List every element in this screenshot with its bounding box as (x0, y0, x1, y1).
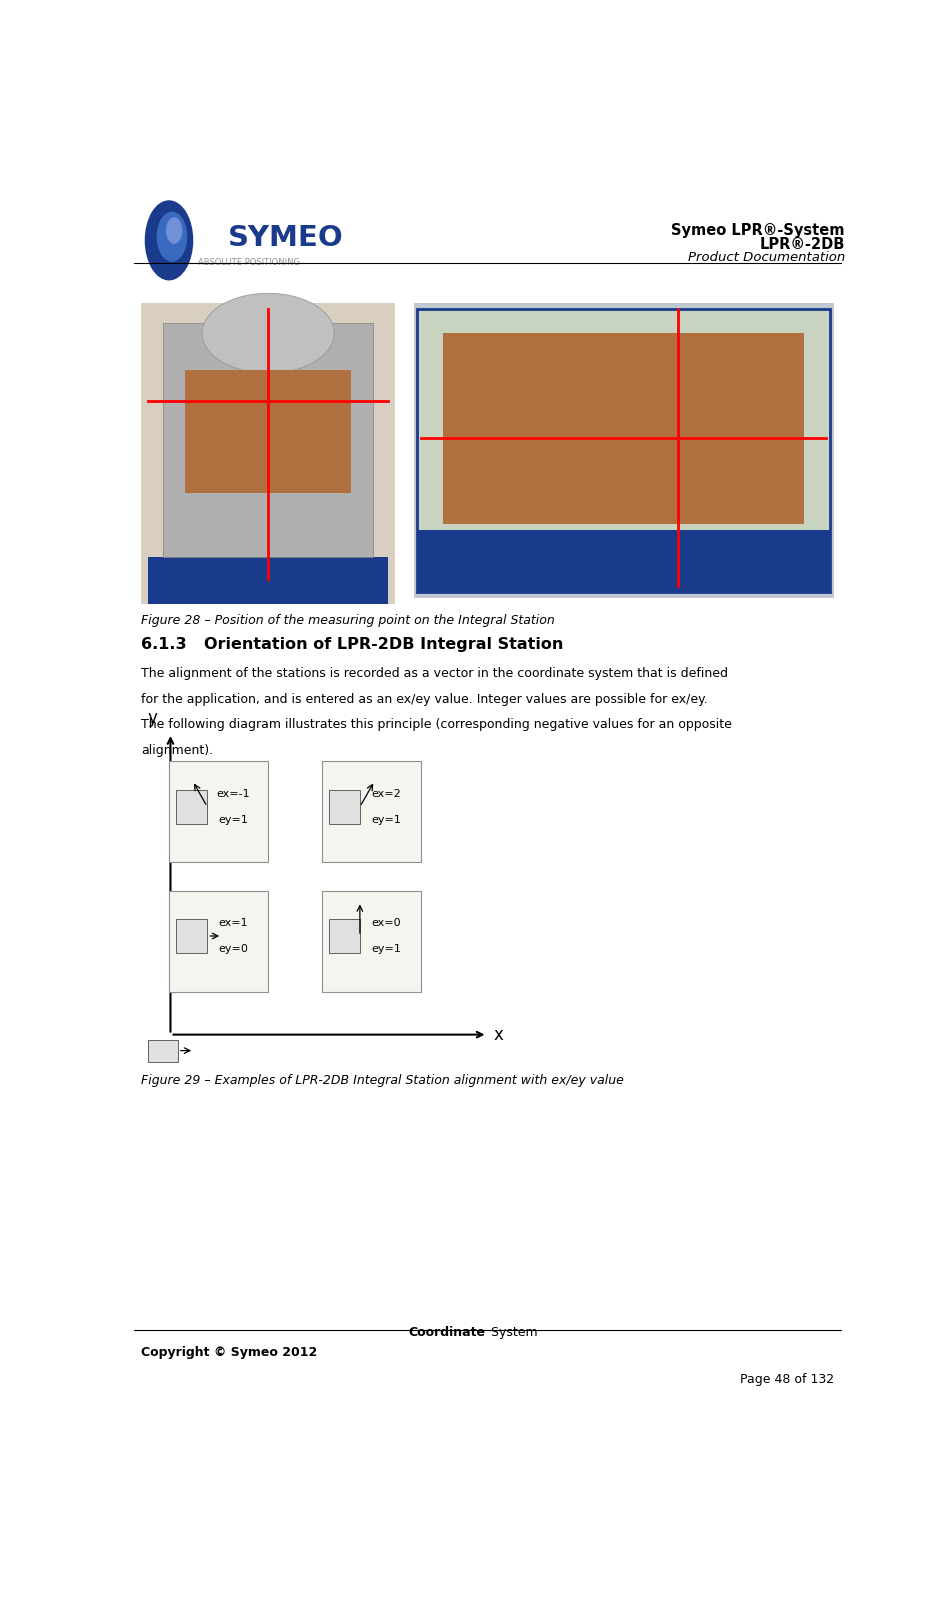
Bar (141, 302, 396, 604)
Bar (329, 789, 359, 825)
Text: ey=1: ey=1 (371, 944, 401, 954)
Text: ABSOLUTE POSITIONING: ABSOLUTE POSITIONING (199, 259, 301, 267)
Bar (185, 371, 351, 494)
Text: Page 48 of 132: Page 48 of 132 (740, 1373, 834, 1385)
Text: The alignment of the stations is recorded as a vector in the coordinate system t: The alignment of the stations is recorde… (141, 666, 728, 679)
FancyBboxPatch shape (169, 890, 268, 991)
Text: x: x (494, 1026, 503, 1043)
Text: ey=0: ey=0 (219, 944, 248, 954)
Text: LPR®-2DB: LPR®-2DB (760, 237, 844, 252)
Bar (443, 334, 805, 524)
Text: for the application, and is entered as an ex/ey value. Integer values are possib: for the application, and is entered as a… (141, 692, 708, 706)
Bar (164, 323, 373, 558)
Bar (148, 1040, 178, 1061)
FancyBboxPatch shape (169, 762, 268, 863)
Text: ex=0: ex=0 (372, 917, 401, 928)
Bar (176, 919, 207, 954)
FancyBboxPatch shape (321, 762, 421, 863)
Text: y: y (147, 710, 157, 727)
Text: ex=-1: ex=-1 (217, 789, 250, 799)
Text: System: System (487, 1326, 538, 1339)
Text: ey=1: ey=1 (371, 815, 401, 825)
Circle shape (146, 201, 192, 280)
Text: alignment).: alignment). (141, 745, 213, 757)
Text: 6.1.3: 6.1.3 (141, 638, 186, 652)
Circle shape (166, 217, 182, 243)
Text: SYMEO: SYMEO (228, 224, 343, 252)
Text: Coordinate: Coordinate (408, 1326, 485, 1339)
Text: ex=2: ex=2 (371, 789, 401, 799)
Text: ey=1: ey=1 (219, 815, 248, 825)
Bar (329, 919, 359, 954)
Bar (148, 558, 388, 604)
Ellipse shape (202, 294, 334, 374)
Text: Figure 28 – Position of the measuring point on the Integral Station: Figure 28 – Position of the measuring po… (141, 614, 554, 626)
Text: Figure 29 – Examples of LPR-2DB Integral Station alignment with ex/ey value: Figure 29 – Examples of LPR-2DB Integral… (141, 1074, 624, 1087)
FancyBboxPatch shape (321, 890, 421, 991)
Circle shape (157, 213, 186, 260)
Text: Symeo LPR®-System: Symeo LPR®-System (671, 222, 844, 238)
Text: Product Documentation: Product Documentation (688, 251, 844, 264)
Text: ex=1: ex=1 (219, 917, 248, 928)
Bar (414, 302, 834, 598)
Text: The following diagram illustrates this principle (corresponding negative values : The following diagram illustrates this p… (141, 719, 732, 732)
Bar (417, 531, 830, 591)
Bar (176, 789, 207, 825)
Bar (417, 308, 830, 591)
Text: Orientation of LPR-2DB Integral Station: Orientation of LPR-2DB Integral Station (204, 638, 563, 652)
Text: Copyright © Symeo 2012: Copyright © Symeo 2012 (141, 1346, 318, 1358)
